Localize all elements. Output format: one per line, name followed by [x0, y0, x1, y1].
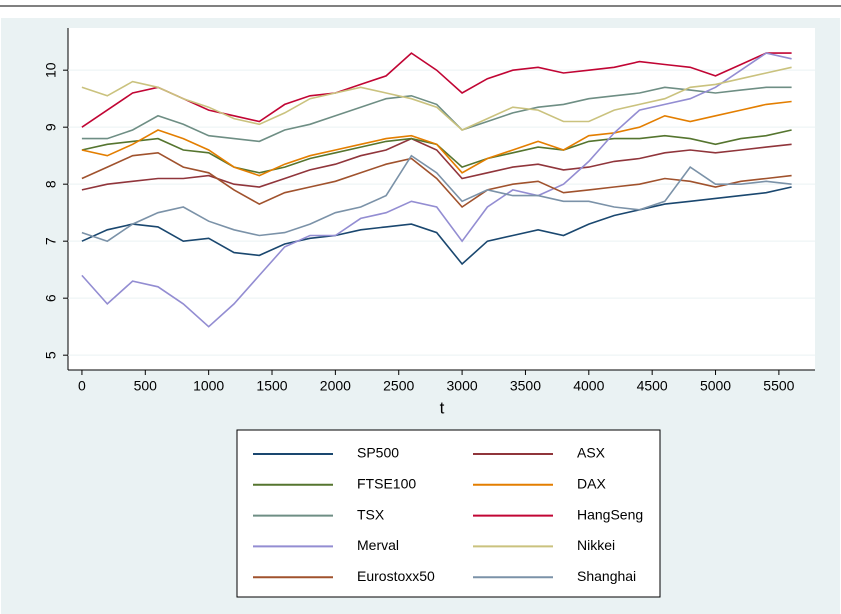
y-tick-label: 10	[43, 62, 59, 78]
legend-label: FTSE100	[357, 476, 416, 492]
x-tick-label: 5500	[763, 378, 794, 394]
series-line	[81, 86, 792, 143]
series-line	[81, 186, 792, 266]
legend-label: ASX	[577, 445, 606, 461]
x-tick-label: 4500	[637, 378, 668, 394]
x-tick-label: 4000	[573, 378, 604, 394]
series-line	[81, 100, 792, 177]
legend-label: HangSeng	[577, 506, 643, 522]
x-axis-label: t	[440, 398, 445, 417]
x-tick-label: 2000	[320, 378, 351, 394]
legend-label: Shanghai	[577, 568, 636, 584]
x-tick-label: 5000	[700, 378, 731, 394]
y-tick-label: 7	[43, 237, 59, 245]
legend-label: SP500	[357, 445, 399, 461]
series-line	[81, 52, 792, 328]
y-tick-label: 6	[43, 294, 59, 302]
legend-label: TSX	[357, 506, 385, 522]
y-tick-label: 9	[43, 123, 59, 131]
x-tick-label: 1000	[193, 378, 224, 394]
series-line	[81, 52, 792, 128]
series-line	[81, 137, 792, 191]
x-tick-label: 1500	[256, 378, 287, 394]
x-tick-label: 3500	[510, 378, 541, 394]
x-tick-label: 0	[78, 378, 86, 394]
legend-label: Eurostoxx50	[357, 568, 435, 584]
x-tick-label: 3000	[447, 378, 478, 394]
x-tick-label: 2500	[383, 378, 414, 394]
legend-label: DAX	[577, 476, 606, 492]
legend-label: Merval	[357, 537, 399, 553]
legend	[236, 429, 661, 598]
legend-label: Nikkei	[577, 537, 615, 553]
y-tick-label: 8	[43, 180, 59, 188]
plot-region	[68, 28, 815, 370]
y-tick-label: 5	[43, 351, 59, 359]
x-tick-label: 500	[134, 378, 158, 394]
series-line	[81, 66, 792, 131]
series-line	[81, 154, 792, 243]
series-line	[81, 151, 792, 209]
